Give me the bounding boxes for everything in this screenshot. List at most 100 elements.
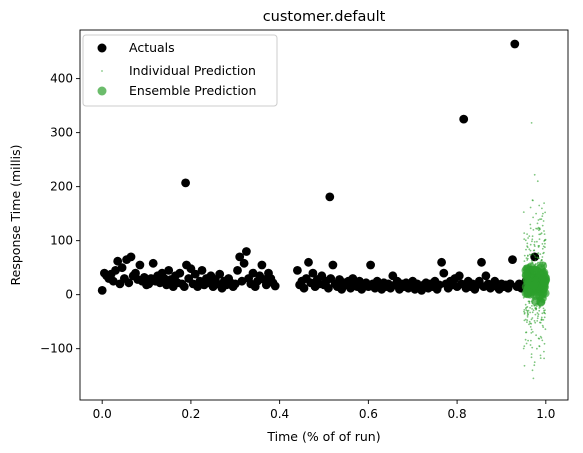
individual-prediction-point xyxy=(526,245,528,248)
individual-prediction-point xyxy=(530,353,533,355)
individual-prediction-point xyxy=(541,339,544,342)
actual-point xyxy=(510,39,520,49)
individual-prediction-point xyxy=(523,260,526,262)
individual-prediction-point xyxy=(539,335,542,338)
x-tick-label: 0.4 xyxy=(270,407,289,421)
individual-prediction-point xyxy=(535,305,538,307)
actual-point xyxy=(293,266,302,275)
individual-prediction-point xyxy=(541,319,543,321)
individual-prediction-point xyxy=(524,307,527,310)
individual-prediction-point xyxy=(537,315,539,318)
individual-prediction-point xyxy=(528,323,530,326)
individual-prediction-point xyxy=(540,316,543,319)
actual-point xyxy=(324,283,333,293)
individual-prediction-point xyxy=(531,305,533,307)
actual-point xyxy=(113,256,123,266)
individual-prediction-point xyxy=(542,326,545,328)
individual-prediction-point xyxy=(531,317,534,319)
x-tick-label: 0.8 xyxy=(448,407,467,421)
individual-prediction-point xyxy=(537,219,540,221)
individual-prediction-point xyxy=(525,331,528,334)
individual-prediction-point xyxy=(536,317,539,320)
individual-prediction-point xyxy=(531,240,533,243)
actuals-series xyxy=(97,39,548,295)
individual-prediction-point xyxy=(531,311,534,314)
individual-prediction-point xyxy=(528,253,531,256)
individual-prediction-point xyxy=(541,207,543,210)
individual-prediction-point xyxy=(523,345,526,348)
individual-prediction-point xyxy=(530,122,533,124)
individual-prediction-point xyxy=(526,314,529,317)
individual-prediction-point xyxy=(529,344,532,346)
legend-label-ensemble: Ensemble Prediction xyxy=(129,83,256,98)
individual-prediction-point xyxy=(524,303,527,306)
individual-prediction-point xyxy=(531,308,533,310)
actual-point xyxy=(257,260,267,270)
y-tick-label: 100 xyxy=(50,234,73,248)
individual-prediction-point xyxy=(538,257,540,260)
individual-prediction-point xyxy=(537,245,540,247)
individual-prediction-point xyxy=(523,313,526,315)
actual-point xyxy=(261,280,271,290)
individual-prediction-point xyxy=(527,237,529,239)
ensemble-prediction-point xyxy=(538,261,548,271)
individual-prediction-point xyxy=(533,364,536,367)
individual-prediction-point xyxy=(526,319,529,322)
individual-prediction-point xyxy=(523,319,526,322)
actual-point xyxy=(299,283,309,293)
individual-prediction-point xyxy=(544,211,546,214)
individual-prediction-point xyxy=(538,238,541,241)
individual-prediction-point xyxy=(542,220,545,222)
actual-point xyxy=(148,258,158,268)
individual-prediction-point xyxy=(544,328,547,331)
individual-prediction-point xyxy=(530,328,533,331)
individual-prediction-point xyxy=(523,254,526,257)
actual-point xyxy=(124,278,134,288)
individual-prediction-point xyxy=(528,320,531,323)
individual-prediction-point xyxy=(525,309,528,311)
individual-prediction-point xyxy=(530,318,533,321)
actual-point xyxy=(270,281,280,291)
individual-prediction-point xyxy=(532,199,534,202)
y-tick-label: 0 xyxy=(65,288,73,302)
individual-prediction-point xyxy=(527,309,530,312)
individual-prediction-point xyxy=(537,337,540,340)
individual-prediction-point xyxy=(528,235,531,238)
individual-prediction-point xyxy=(535,263,537,265)
individual-prediction-point xyxy=(536,312,539,314)
legend-label-actuals: Actuals xyxy=(129,40,175,55)
individual-prediction-point xyxy=(533,249,536,252)
individual-prediction-point xyxy=(522,296,525,299)
individual-prediction-point xyxy=(533,254,536,257)
individual-prediction-point xyxy=(529,223,532,226)
individual-prediction-point xyxy=(525,342,528,345)
individual-prediction-point xyxy=(531,235,534,238)
individual-prediction-point xyxy=(526,316,529,318)
individual-prediction-point xyxy=(541,312,544,315)
ensemble-prediction-series xyxy=(521,261,551,307)
actual-point xyxy=(304,257,313,267)
actual-point xyxy=(164,266,174,275)
individual-prediction-point xyxy=(535,212,537,215)
legend-marker-ensemble xyxy=(97,86,107,96)
individual-prediction-point xyxy=(541,256,544,258)
individual-prediction-point xyxy=(538,321,541,324)
individual-prediction-point xyxy=(544,309,546,311)
actual-point xyxy=(308,268,318,278)
individual-prediction-point xyxy=(542,319,545,321)
individual-prediction-point xyxy=(532,253,535,255)
individual-prediction-point xyxy=(535,307,538,310)
y-tick-label: 200 xyxy=(50,180,73,194)
axes-frame xyxy=(79,29,569,401)
actual-point xyxy=(230,279,240,289)
individual-prediction-point xyxy=(523,309,526,311)
ensemble-prediction-point xyxy=(539,278,549,287)
individual-prediction-point xyxy=(526,233,528,236)
individual-prediction-point xyxy=(544,246,546,249)
actual-point xyxy=(477,257,486,267)
actual-point xyxy=(434,280,444,290)
individual-prediction-point xyxy=(523,238,526,241)
actual-point xyxy=(135,260,145,270)
individual-prediction-point xyxy=(543,230,545,232)
